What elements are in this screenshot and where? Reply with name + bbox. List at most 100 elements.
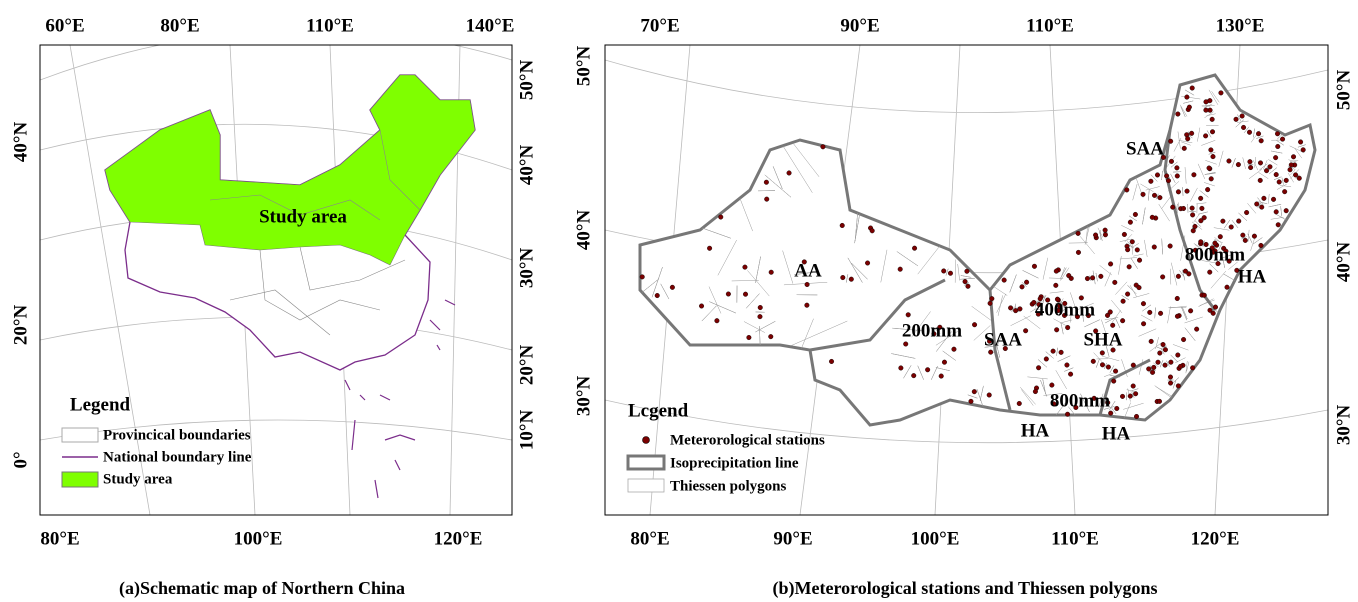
station — [1008, 306, 1013, 311]
map-a: Study area Legend Provincical boundaries… — [40, 29, 512, 515]
station — [1137, 285, 1142, 290]
station — [1069, 276, 1074, 281]
station — [1164, 174, 1169, 179]
map-label: 400mm — [1035, 299, 1095, 320]
tick-label: 20°N — [10, 305, 31, 346]
station — [1252, 234, 1257, 239]
legend-swatch — [62, 428, 98, 442]
tick-label: 120°E — [1191, 528, 1240, 549]
station — [1277, 180, 1282, 185]
station — [1093, 233, 1098, 238]
legend-item: Isoprecipitation line — [670, 455, 799, 471]
station — [1158, 195, 1163, 200]
station — [1284, 208, 1289, 213]
station — [899, 366, 904, 371]
figure: Study area Legend Provincical boundaries… — [0, 0, 1358, 602]
station — [1141, 301, 1146, 306]
station — [1050, 383, 1055, 388]
tick-label: 40°N — [10, 122, 31, 163]
station — [764, 197, 769, 202]
station — [1065, 363, 1070, 368]
station — [1210, 129, 1215, 134]
station — [849, 277, 854, 282]
station — [1149, 179, 1154, 184]
station — [699, 304, 704, 309]
map-label: Study area — [259, 206, 347, 227]
station — [805, 282, 810, 287]
station — [939, 374, 944, 379]
station — [1099, 274, 1104, 279]
station — [1018, 307, 1023, 312]
station — [952, 347, 957, 352]
station — [972, 322, 977, 327]
station — [1168, 139, 1173, 144]
tick-label: 80°E — [630, 528, 669, 549]
station — [1176, 112, 1181, 117]
station — [787, 171, 792, 176]
tick-label: 110°E — [1026, 15, 1074, 36]
station — [1176, 353, 1181, 358]
station — [1131, 363, 1136, 368]
station — [1268, 164, 1273, 169]
station — [1280, 137, 1285, 142]
station — [911, 373, 916, 378]
station — [1187, 105, 1192, 110]
station — [1301, 148, 1306, 153]
station — [1176, 190, 1181, 195]
station — [1152, 245, 1157, 250]
station — [840, 223, 845, 228]
station — [1273, 155, 1278, 160]
station — [1163, 347, 1168, 352]
station — [1188, 309, 1193, 314]
station — [1120, 318, 1125, 323]
station — [1258, 178, 1263, 183]
legend-item: Meterorological stations — [670, 432, 825, 448]
station — [1256, 131, 1261, 136]
tick-label: 40°N — [573, 210, 594, 251]
station — [1113, 369, 1118, 374]
station — [1181, 337, 1186, 342]
legend-item: National boundary line — [103, 449, 252, 465]
station — [1076, 231, 1081, 236]
station — [1108, 411, 1113, 416]
station — [1225, 285, 1230, 290]
station — [1244, 210, 1249, 215]
station — [1013, 308, 1018, 313]
tick-label: 10°N — [516, 410, 537, 451]
station — [1100, 363, 1105, 368]
station — [1284, 178, 1289, 183]
station — [1178, 364, 1183, 369]
station — [966, 284, 971, 289]
station — [1181, 206, 1186, 211]
station — [1076, 250, 1081, 255]
tick-label: 110°E — [306, 15, 354, 36]
station — [988, 350, 993, 355]
station — [1124, 188, 1129, 193]
station — [655, 293, 660, 298]
station — [841, 275, 846, 280]
station — [1169, 360, 1174, 365]
station — [1189, 131, 1194, 136]
station — [941, 269, 946, 274]
station — [1182, 146, 1187, 151]
station — [1274, 172, 1279, 177]
station — [1190, 86, 1195, 91]
station — [1168, 375, 1173, 380]
station — [1210, 117, 1215, 122]
tick-label: 110°E — [1051, 528, 1099, 549]
station — [1091, 359, 1096, 364]
tick-label: 30°N — [1333, 405, 1354, 446]
station — [1133, 391, 1138, 396]
station — [1133, 212, 1138, 217]
station — [912, 246, 917, 251]
station — [1110, 323, 1115, 328]
panel-b: SAA AA 800mm HA 400mm 200mm SAA SHA 800m… — [573, 15, 1354, 599]
station — [1175, 314, 1180, 319]
station — [1193, 224, 1198, 229]
station — [707, 246, 712, 251]
station — [1125, 292, 1130, 297]
station — [743, 292, 748, 297]
station — [1185, 136, 1190, 141]
station — [1259, 243, 1264, 248]
station — [1108, 310, 1113, 315]
